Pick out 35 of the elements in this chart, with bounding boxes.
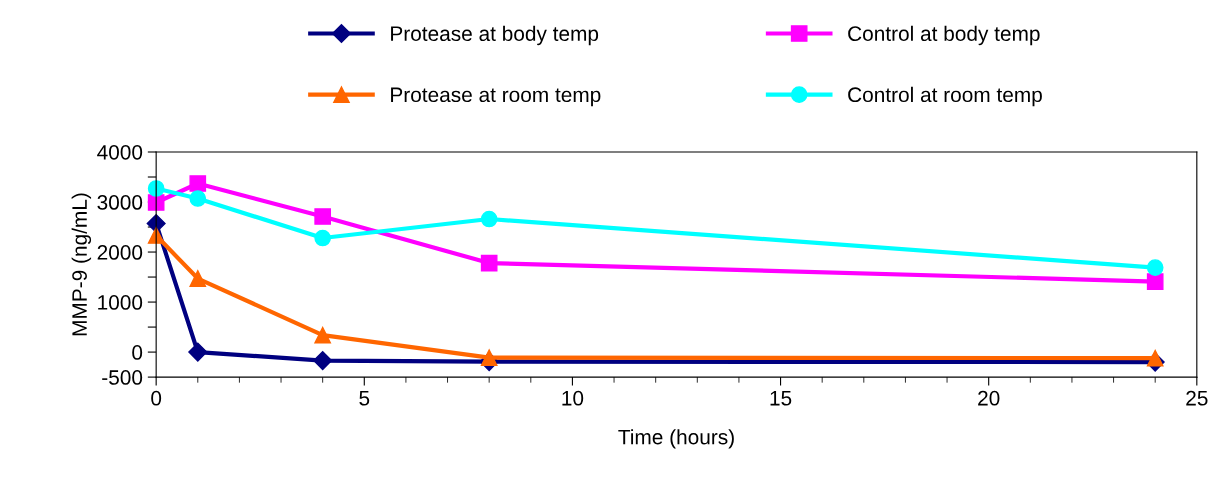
point xyxy=(189,270,207,287)
point xyxy=(480,210,498,228)
point xyxy=(314,326,331,344)
point xyxy=(480,254,498,272)
point xyxy=(147,180,165,197)
point xyxy=(189,190,207,207)
x-tick-label: 5 xyxy=(359,391,370,406)
y-tick-label: 4000 xyxy=(97,145,143,160)
y-tick-label: 2000 xyxy=(97,245,143,260)
y-tick-label: 0 xyxy=(132,345,143,360)
point xyxy=(313,351,333,371)
x-tick-label: 10 xyxy=(562,390,584,406)
legend-label: Protease at body temp xyxy=(391,25,599,46)
y-tick-label: 1000 xyxy=(98,295,143,310)
legend-label: Protease at room temp xyxy=(391,87,601,107)
point xyxy=(314,208,331,225)
point xyxy=(147,227,165,244)
point xyxy=(1146,273,1164,290)
y-axis-title: MMP-9 (ng/mL) xyxy=(71,193,92,336)
y-tick-label: -500 xyxy=(102,370,143,385)
x-tick-label: 0 xyxy=(151,390,162,406)
legend-label: Control at body temp xyxy=(848,25,1040,46)
x-tick-label: 20 xyxy=(978,390,1000,406)
point xyxy=(314,229,331,247)
x-tick-label: 15 xyxy=(770,391,792,406)
point xyxy=(189,175,207,192)
x-axis-title: Time (hours) xyxy=(618,429,734,449)
legend-label: Control at room temp xyxy=(848,86,1042,107)
point xyxy=(146,213,166,234)
y-tick-label: 3000 xyxy=(97,195,143,210)
point xyxy=(188,342,208,362)
point xyxy=(480,349,498,366)
point xyxy=(1146,349,1164,367)
x-tick-label: 25 xyxy=(1186,390,1208,406)
point xyxy=(1146,259,1164,276)
